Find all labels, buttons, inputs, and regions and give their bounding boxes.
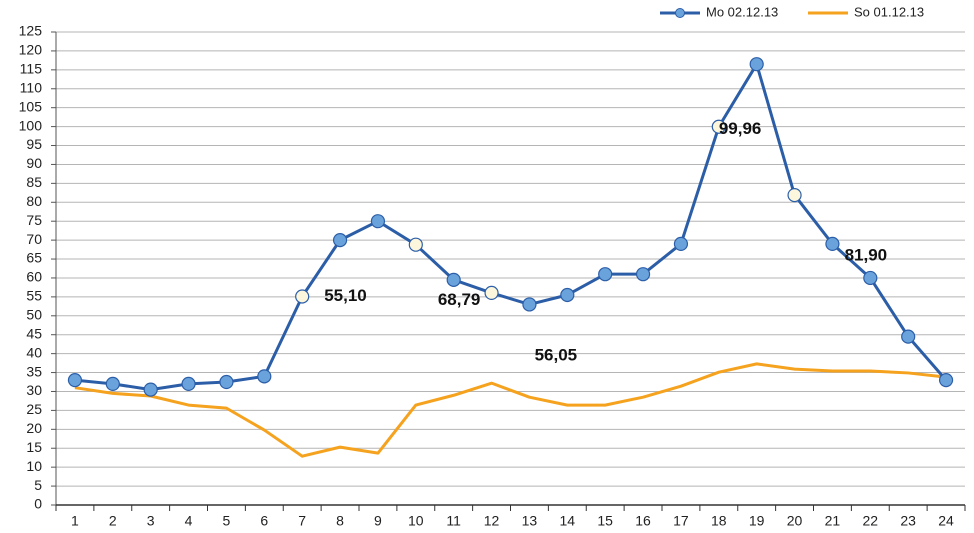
y-tick-label: 35 — [26, 363, 42, 379]
y-tick-label: 90 — [26, 155, 42, 171]
y-tick-label: 0 — [34, 496, 42, 512]
data-point — [711, 119, 726, 134]
y-tick-label: 50 — [26, 307, 42, 323]
x-tick-label: 9 — [374, 513, 382, 529]
data-point — [257, 369, 272, 384]
data-point — [446, 272, 461, 287]
x-tick-label: 8 — [336, 513, 344, 529]
data-point — [863, 270, 878, 286]
x-tick-label: 23 — [900, 513, 916, 529]
y-tick-label: 5 — [34, 477, 42, 493]
data-point — [484, 285, 499, 301]
y-tick-label: 65 — [26, 250, 42, 266]
x-tick-label: 6 — [260, 513, 268, 529]
y-tick-label: 105 — [19, 98, 43, 114]
data-point — [332, 233, 348, 248]
data-point — [825, 236, 840, 252]
y-tick-label: 20 — [26, 420, 42, 436]
data-point — [181, 376, 196, 392]
y-tick-label: 115 — [20, 61, 43, 77]
x-tick-label: 5 — [223, 513, 231, 529]
legend-label: Mo 02.12.13 — [706, 4, 778, 19]
data-point — [105, 376, 120, 392]
data-point — [219, 374, 234, 390]
series-line — [74, 362, 947, 458]
value-label: 81,90 — [845, 246, 888, 265]
x-tick-label: 13 — [522, 513, 538, 529]
y-tick-label: 125 — [19, 23, 43, 39]
y-tick-label: 15 — [26, 439, 42, 455]
x-tick-label: 10 — [408, 513, 424, 529]
x-tick-label: 1 — [71, 513, 79, 529]
value-label: 68,79 — [438, 290, 481, 309]
x-tick-label: 15 — [597, 513, 613, 529]
x-tick-label: 3 — [147, 513, 155, 529]
data-point — [370, 214, 386, 229]
y-tick-label: 85 — [26, 174, 42, 190]
y-tick-label: 75 — [26, 212, 42, 228]
x-tick-label: 16 — [635, 513, 651, 529]
x-tick-label: 12 — [484, 513, 500, 529]
series-line — [74, 62, 948, 392]
y-tick-label: 80 — [26, 193, 42, 209]
y-tick-label: 110 — [20, 79, 43, 95]
y-tick-label: 40 — [26, 344, 42, 360]
data-point — [635, 267, 651, 282]
x-tick-label: 24 — [938, 513, 954, 529]
data-point — [673, 236, 689, 252]
x-tick-label: 19 — [749, 513, 765, 529]
legend-marker — [675, 8, 685, 18]
y-tick-label: 70 — [26, 231, 42, 247]
y-tick-label: 55 — [26, 288, 42, 304]
x-tick-label: 11 — [446, 513, 461, 529]
x-tick-label: 14 — [560, 513, 576, 529]
legend-label: So 01.12.13 — [854, 4, 924, 19]
x-tick-label: 18 — [711, 513, 727, 529]
value-label: 55,10 — [324, 286, 367, 305]
y-tick-label: 120 — [19, 42, 43, 58]
x-tick-label: 4 — [185, 513, 193, 529]
x-tick-label: 20 — [787, 513, 803, 529]
data-point — [143, 382, 158, 397]
y-tick-label: 60 — [26, 269, 42, 285]
data-point — [295, 289, 310, 304]
y-tick-label: 45 — [26, 325, 42, 341]
y-tick-label: 100 — [19, 117, 43, 133]
y-tick-label: 10 — [26, 458, 42, 474]
value-label: 56,05 — [535, 345, 578, 364]
x-tick-label: 22 — [863, 513, 879, 529]
y-tick-label: 25 — [26, 401, 42, 417]
data-point — [787, 187, 802, 203]
data-point — [598, 267, 613, 282]
data-point — [67, 373, 83, 388]
data-point — [749, 57, 764, 72]
x-tick-label: 21 — [825, 513, 841, 529]
data-point — [938, 373, 954, 388]
value-label: 99,96 — [719, 119, 762, 138]
x-tick-label: 17 — [673, 513, 689, 529]
y-tick-label: 30 — [26, 382, 42, 398]
data-point — [560, 287, 575, 303]
data-point — [522, 297, 537, 312]
x-tick-label: 7 — [298, 513, 306, 529]
data-point — [901, 329, 916, 344]
x-tick-label: 2 — [109, 513, 117, 529]
data-point — [408, 237, 423, 252]
y-tick-label: 95 — [26, 136, 42, 152]
